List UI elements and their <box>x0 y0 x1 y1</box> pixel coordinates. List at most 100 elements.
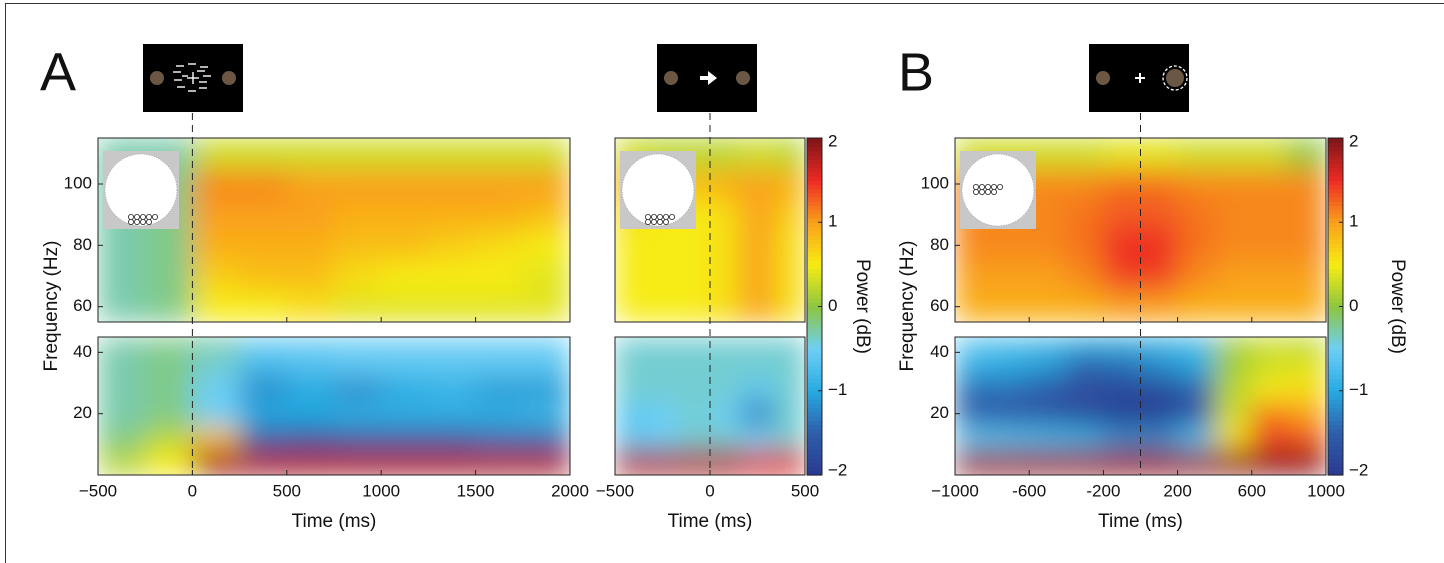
colorbar-swatch <box>1328 277 1343 282</box>
cell <box>955 401 993 427</box>
colorbar-swatch <box>1328 327 1343 333</box>
cell <box>992 376 1030 402</box>
cell <box>1177 199 1216 231</box>
cell <box>239 353 288 378</box>
cell <box>334 199 382 231</box>
colorbar-swatch <box>1328 361 1343 367</box>
cell <box>1103 230 1141 262</box>
electrode <box>973 188 980 195</box>
colorbar-swatch <box>1328 142 1343 148</box>
cell <box>475 353 524 378</box>
colorbar-swatch <box>807 264 822 270</box>
colorbar-swatch <box>807 453 822 459</box>
colorbar-swatch <box>807 213 822 219</box>
cell <box>381 448 429 475</box>
colorbar-swatch <box>1328 470 1343 476</box>
cell <box>286 291 335 322</box>
cell <box>286 353 335 378</box>
colorbar-swatch <box>807 352 822 358</box>
cell <box>615 376 648 402</box>
cell <box>286 168 335 200</box>
colorbar-swatch <box>1328 357 1343 362</box>
panel-label: B <box>898 42 934 102</box>
colorbar-swatch <box>1328 340 1343 346</box>
colorbar-swatch <box>1328 382 1343 388</box>
colorbar-swatch <box>807 327 822 333</box>
x-tick-label: −500 <box>79 481 117 500</box>
x-tick-label: 200 <box>1163 481 1191 500</box>
electrode <box>663 218 670 225</box>
cell <box>239 291 288 322</box>
cell <box>192 138 241 170</box>
colorbar-swatch <box>1328 180 1343 185</box>
cell <box>1029 260 1067 292</box>
colorbar-swatch <box>807 432 822 438</box>
colorbar-swatch <box>807 184 822 190</box>
cell <box>1029 353 1067 378</box>
colorbar-swatch <box>1328 348 1343 354</box>
cell <box>992 448 1030 475</box>
cell <box>428 138 477 170</box>
colorbar-swatch <box>807 272 822 278</box>
cell <box>428 168 477 200</box>
heatmap-cells <box>98 337 570 475</box>
colorbar-swatch <box>1328 331 1343 337</box>
cell <box>955 448 993 475</box>
colorbar-swatch <box>807 146 822 152</box>
cell <box>1066 337 1104 355</box>
cell <box>239 376 288 402</box>
cell <box>475 448 524 475</box>
cell <box>773 353 805 378</box>
colorbar-swatch <box>807 298 822 303</box>
electrode <box>133 218 140 225</box>
cell <box>475 138 524 170</box>
electrode <box>127 213 134 220</box>
colorbar-swatch <box>807 424 822 430</box>
cell <box>1029 376 1067 402</box>
cell <box>286 337 335 355</box>
cell <box>192 353 241 378</box>
cell <box>1177 425 1216 450</box>
colorbar-tick-label: 1 <box>1349 212 1358 231</box>
cell <box>239 230 288 262</box>
y-tick-label: 20 <box>930 403 949 422</box>
cell <box>773 425 805 450</box>
scalp <box>621 153 695 227</box>
colorbar-swatch <box>807 285 822 291</box>
cell <box>646 425 679 450</box>
cell <box>192 260 241 292</box>
cell <box>678 376 711 402</box>
cell <box>145 337 193 355</box>
colorbar-swatch <box>807 230 822 236</box>
cell <box>773 448 805 475</box>
electrode <box>985 188 992 195</box>
y-axis-label: Frequency (Hz) <box>41 241 62 372</box>
cell <box>646 376 679 402</box>
cell <box>1214 425 1253 450</box>
x-tick-label: 1500 <box>457 481 495 500</box>
x-tick-label: -200 <box>1086 481 1120 500</box>
cell <box>1066 138 1104 170</box>
electrode <box>139 218 146 225</box>
cell <box>239 448 288 475</box>
cell <box>192 291 241 322</box>
colorbar-swatch <box>1328 163 1343 169</box>
colorbar-swatch <box>1328 281 1343 287</box>
cell <box>678 353 711 378</box>
cell <box>773 199 805 231</box>
colorbar-swatch <box>807 428 822 434</box>
cell <box>475 230 524 262</box>
cell <box>741 260 774 292</box>
cell <box>1103 168 1141 200</box>
colorbar-swatch <box>1328 138 1343 143</box>
cell <box>646 230 679 262</box>
cell <box>741 401 774 427</box>
colorbar-swatch <box>1328 352 1343 358</box>
colorbar-swatch <box>1328 335 1343 341</box>
cell <box>1288 376 1326 402</box>
cell <box>475 376 524 402</box>
colorbar-swatch <box>1328 466 1343 472</box>
cell <box>741 138 774 170</box>
colorbar-swatch <box>1328 188 1343 194</box>
